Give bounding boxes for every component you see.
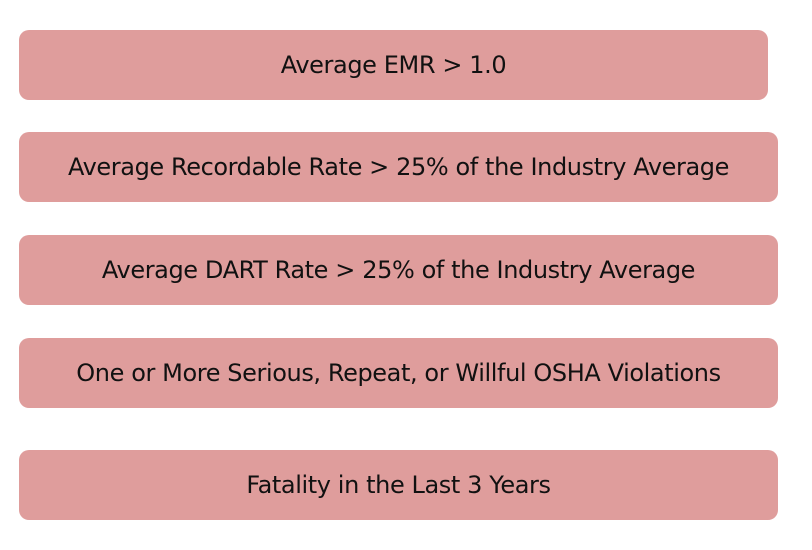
criteria-label: Average DART Rate > 25% of the Industry … <box>101 256 696 284</box>
criteria-box-fatality: Fatality in the Last 3 Years <box>19 450 778 520</box>
criteria-box-recordable-rate: Average Recordable Rate > 25% of the Ind… <box>19 132 778 202</box>
criteria-label: Fatality in the Last 3 Years <box>246 471 551 499</box>
criteria-box-dart-rate: Average DART Rate > 25% of the Industry … <box>19 235 778 305</box>
criteria-label: One or More Serious, Repeat, or Willful … <box>76 359 721 387</box>
criteria-label: Average EMR > 1.0 <box>280 51 507 79</box>
criteria-box-osha-violations: One or More Serious, Repeat, or Willful … <box>19 338 778 408</box>
criteria-box-emr: Average EMR > 1.0 <box>19 30 768 100</box>
criteria-label: Average Recordable Rate > 25% of the Ind… <box>68 153 729 181</box>
